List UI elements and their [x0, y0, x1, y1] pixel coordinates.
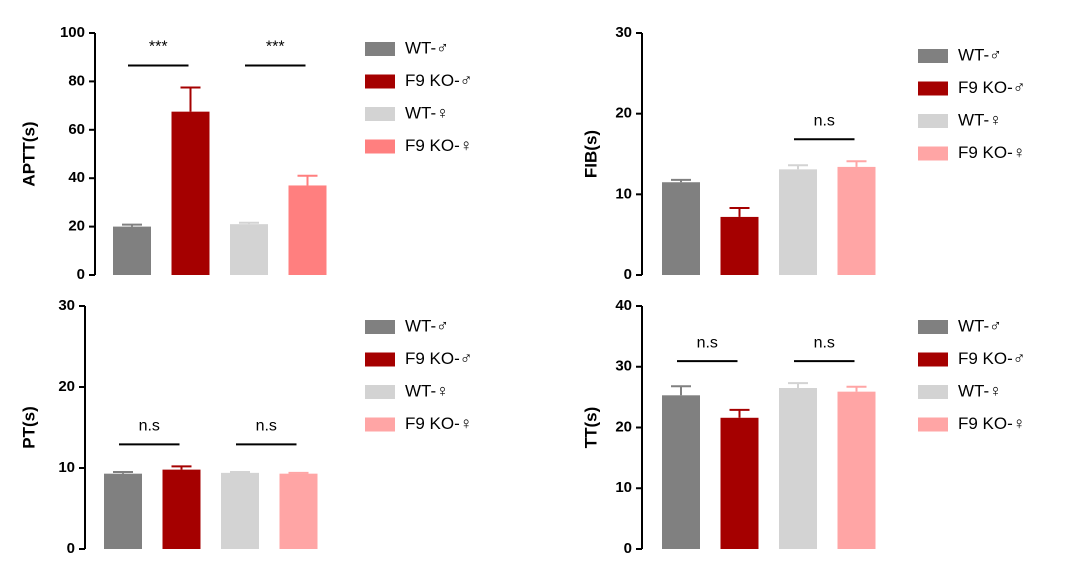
y-tick-label: 10	[58, 459, 75, 476]
significance-label: n.s	[814, 334, 835, 351]
y-axis-label: FIB(s)	[581, 130, 600, 178]
bar	[837, 391, 876, 549]
y-tick-label: 20	[58, 378, 75, 395]
legend-swatch	[365, 139, 395, 154]
y-tick-label: 40	[68, 169, 85, 186]
bar	[720, 417, 759, 549]
legend-label: F9 KO-♀	[958, 414, 1026, 433]
legend-swatch	[365, 320, 395, 334]
legend-swatch	[918, 114, 948, 128]
y-tick-label: 40	[615, 297, 632, 314]
bar	[113, 226, 151, 275]
legend-label: F9 KO-♂	[958, 349, 1026, 368]
legend-label: F9 KO-♀	[405, 136, 473, 155]
bar	[171, 111, 210, 276]
legend-label: F9 KO-♀	[405, 414, 473, 433]
y-tick-label: 30	[58, 297, 75, 314]
y-tick-label: 30	[615, 358, 632, 375]
legend-label: WT-♀	[405, 103, 449, 122]
legend-swatch	[365, 74, 395, 89]
legend-label: WT-♀	[405, 381, 449, 400]
bar	[779, 388, 817, 549]
legend-label: WT-♂	[958, 316, 1002, 335]
bar	[288, 185, 327, 275]
legend-swatch	[918, 81, 948, 96]
bar	[779, 169, 817, 275]
legend-label: F9 KO-♀	[958, 143, 1026, 162]
significance-label: n.s	[256, 418, 277, 435]
legend-swatch	[365, 42, 395, 56]
legend-swatch	[918, 320, 948, 334]
legend-swatch	[918, 49, 948, 63]
bar	[104, 473, 142, 549]
y-tick-label: 20	[68, 218, 85, 235]
y-tick-label: 60	[68, 121, 85, 138]
y-tick-label: 10	[615, 479, 632, 496]
legend-swatch	[918, 417, 948, 432]
bar	[221, 472, 259, 549]
significance-label: ***	[266, 39, 285, 56]
legend-label: F9 KO-♂	[405, 349, 473, 368]
y-tick-label: 100	[60, 24, 85, 41]
bar	[720, 216, 759, 275]
bar	[230, 224, 268, 275]
significance-label: ***	[149, 39, 168, 56]
legend-swatch	[918, 352, 948, 367]
bar	[662, 395, 700, 549]
y-tick-label: 10	[615, 185, 632, 202]
y-tick-label: 0	[77, 266, 85, 283]
bar	[279, 473, 318, 549]
legend-swatch	[918, 146, 948, 161]
legend-label: F9 KO-♂	[958, 78, 1026, 97]
y-tick-label: 0	[67, 540, 75, 557]
legend-swatch	[918, 385, 948, 399]
y-axis-label: APTT(s)	[19, 121, 38, 186]
bar	[662, 182, 700, 275]
legend-swatch	[365, 417, 395, 432]
y-axis-label: TT(s)	[581, 407, 600, 449]
legend-label: F9 KO-♂	[405, 71, 473, 90]
legend-swatch	[365, 385, 395, 399]
significance-label: n.s	[139, 418, 160, 435]
y-axis-label: PT(s)	[19, 406, 38, 449]
significance-label: n.s	[814, 112, 835, 129]
legend-label: WT-♀	[958, 110, 1002, 129]
legend-label: WT-♂	[405, 316, 449, 335]
y-tick-label: 30	[615, 24, 632, 41]
legend-swatch	[365, 107, 395, 121]
bar	[837, 166, 876, 275]
significance-label: n.s	[697, 334, 718, 351]
y-tick-label: 0	[624, 266, 632, 283]
y-tick-label: 20	[615, 105, 632, 122]
legend-label: WT-♂	[958, 45, 1002, 64]
legend-label: WT-♂	[405, 38, 449, 57]
y-tick-label: 0	[624, 540, 632, 557]
bar	[162, 469, 201, 549]
y-tick-label: 20	[615, 418, 632, 435]
y-tick-label: 80	[68, 72, 85, 89]
legend-label: WT-♀	[958, 381, 1002, 400]
legend-swatch	[365, 352, 395, 367]
